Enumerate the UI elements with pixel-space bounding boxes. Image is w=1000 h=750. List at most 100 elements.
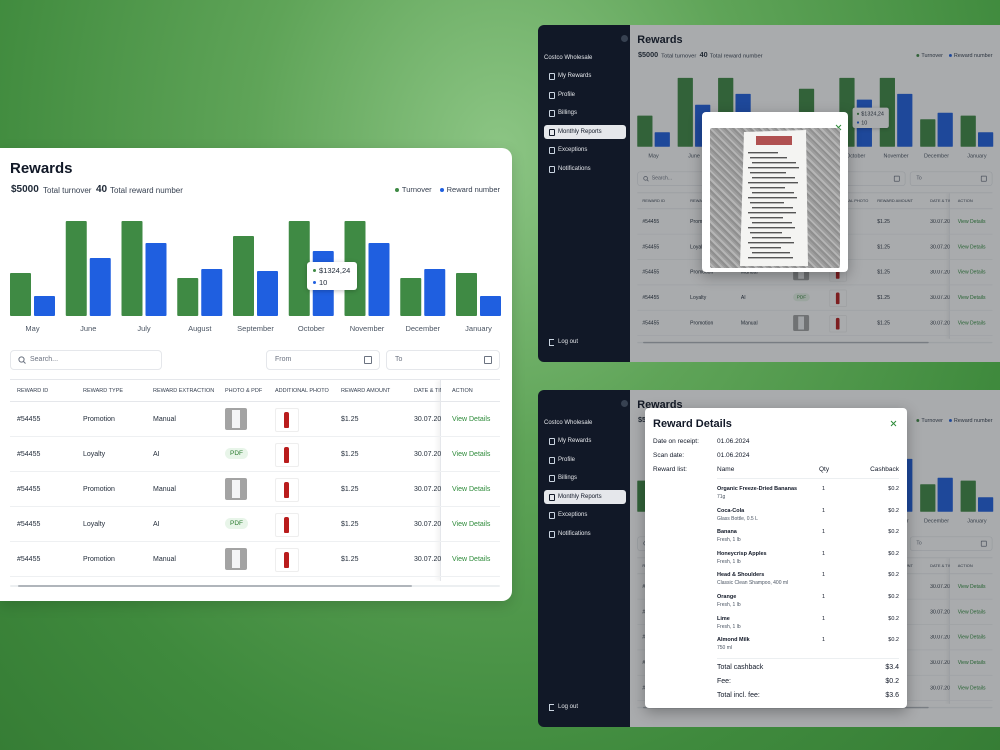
bar xyxy=(65,221,87,316)
view-details-link[interactable]: View Details xyxy=(957,660,986,666)
view-details-link[interactable]: View Details xyxy=(957,295,986,301)
view-details-link[interactable]: View Details xyxy=(452,451,491,458)
date-input[interactable]: From xyxy=(266,350,380,370)
view-details-link[interactable]: View Details xyxy=(452,416,491,423)
scrollbar-thumb[interactable] xyxy=(18,585,412,587)
nav-item[interactable]: Exceptions xyxy=(544,143,626,157)
nav-item[interactable]: Exceptions xyxy=(544,508,626,522)
nav-item[interactable]: My Rewards xyxy=(544,434,626,448)
column-header: REWARD AMOUNT xyxy=(341,388,391,394)
x-tick-label: June xyxy=(80,324,96,333)
view-details-link[interactable]: View Details xyxy=(452,556,491,563)
date-input[interactable]: To xyxy=(386,350,500,370)
additional-photo[interactable] xyxy=(275,548,299,572)
date-placeholder: From xyxy=(275,356,292,363)
nav-item[interactable]: Monthly Reports xyxy=(544,489,626,504)
collapse-button[interactable] xyxy=(621,35,628,42)
divider xyxy=(717,658,899,659)
bottle xyxy=(835,292,840,305)
cell: $1.25 xyxy=(877,244,890,250)
cell: 30.07.2024 xyxy=(930,609,950,615)
date-input[interactable]: To xyxy=(909,536,993,551)
view-details-link[interactable]: View Details xyxy=(957,320,986,326)
view-details-link[interactable]: View Details xyxy=(957,635,986,641)
company-name: Costco Wholesale xyxy=(544,55,593,61)
additional-photo[interactable] xyxy=(829,289,847,308)
cell: #54455 xyxy=(17,486,41,493)
cell: Manual xyxy=(153,556,176,563)
nav-label: Exceptions xyxy=(558,512,588,518)
bar xyxy=(288,221,310,316)
item-qty: 1 xyxy=(822,572,826,579)
view-details-link[interactable]: View Details xyxy=(452,521,491,528)
bar xyxy=(10,273,31,316)
receipt-thumbnail[interactable] xyxy=(225,548,247,570)
nav-item[interactable]: Billings xyxy=(544,471,626,485)
cell: Promotion xyxy=(690,219,713,224)
pdf-badge[interactable]: PDF xyxy=(225,448,248,459)
bar xyxy=(400,278,422,316)
nav-item[interactable]: Profile xyxy=(544,88,626,102)
nav-item[interactable]: Profile xyxy=(544,453,626,467)
view-details-link[interactable]: View Details xyxy=(957,609,986,615)
x-tick-label: July xyxy=(137,324,151,333)
cell: 30.07.2024 xyxy=(930,219,950,225)
legend-item: Turnover xyxy=(916,52,943,58)
receipt-thumbnail[interactable] xyxy=(225,408,247,430)
scrollbar-thumb[interactable] xyxy=(643,341,929,344)
receipt-paper xyxy=(232,480,240,498)
nav-item[interactable]: My Rewards xyxy=(544,69,626,83)
cell: Promotion xyxy=(690,270,714,276)
turnover-label: Total turnover xyxy=(661,52,697,60)
receipt-paper xyxy=(232,410,240,428)
pdf-badge[interactable]: PDF xyxy=(793,293,810,302)
close-button[interactable] xyxy=(890,420,897,427)
x-tick-label: November xyxy=(350,324,385,333)
close-button[interactable] xyxy=(835,118,842,131)
date-input[interactable]: To xyxy=(909,171,993,186)
turnover-value: $5000 xyxy=(637,51,659,60)
column-header: DATE & TIME xyxy=(930,564,950,569)
additional-photo[interactable] xyxy=(275,513,299,537)
item-qty: 1 xyxy=(822,507,826,514)
item-qty: 1 xyxy=(822,637,826,644)
view-details-link[interactable]: View Details xyxy=(957,584,986,590)
search-input[interactable]: Search... xyxy=(10,350,162,370)
bar xyxy=(654,132,670,147)
nav-item[interactable]: Notifications xyxy=(544,162,626,176)
logout-button[interactable]: Log out xyxy=(544,335,614,349)
additional-photo[interactable] xyxy=(829,315,847,333)
cell: $1.25 xyxy=(877,295,890,301)
legend-label: Reward number xyxy=(953,51,993,59)
search-placeholder: Search... xyxy=(30,356,59,363)
pdf-badge[interactable]: PDF xyxy=(225,518,248,529)
view-details-link[interactable]: View Details xyxy=(957,219,986,225)
receipt-thumbnail[interactable] xyxy=(793,315,810,331)
nav-item[interactable]: Notifications xyxy=(544,527,626,541)
bottle xyxy=(835,317,840,330)
cell: 30.07.2024 xyxy=(930,320,950,326)
additional-photo[interactable] xyxy=(275,478,299,502)
logout-button[interactable]: Log out xyxy=(544,700,614,714)
nav-item[interactable]: Billings xyxy=(544,106,626,120)
view-details-link[interactable]: View Details xyxy=(957,270,986,276)
action-column xyxy=(949,193,993,339)
cell: Loyalty xyxy=(690,295,707,301)
collapse-button[interactable] xyxy=(621,400,628,407)
nav-item[interactable]: Monthly Reports xyxy=(544,124,626,139)
item-cashback: $0.2 xyxy=(888,486,899,492)
item-qty: 1 xyxy=(822,550,826,557)
count-label: Total reward number xyxy=(709,52,763,60)
column-header: ADDITIONAL PHOTO xyxy=(275,388,329,394)
additional-photo[interactable] xyxy=(275,443,299,467)
view-details-link[interactable]: View Details xyxy=(452,486,491,493)
additional-photo[interactable] xyxy=(275,408,299,432)
view-details-link[interactable]: View Details xyxy=(957,685,986,691)
view-details-link[interactable]: View Details xyxy=(957,244,986,250)
cell: #54455 xyxy=(17,556,41,563)
cell: Promotion xyxy=(83,556,115,563)
nav-icon xyxy=(549,128,555,136)
receipt-thumbnail[interactable] xyxy=(225,478,247,500)
item-description: Fresh, 1 lb xyxy=(717,623,741,630)
